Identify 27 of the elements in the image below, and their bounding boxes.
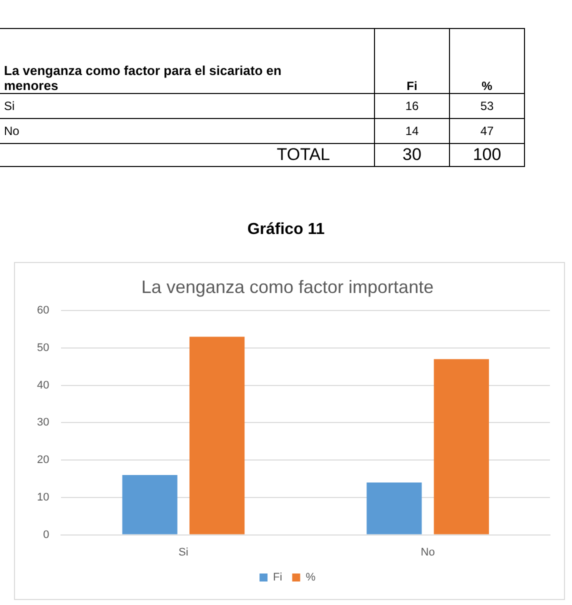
text: 100 [450,144,524,166]
text: % [450,28,524,94]
text: TOTAL [0,144,374,166]
text: Fi [374,28,450,94]
text: 14 [374,118,450,144]
y-tick-label: 40 [36,379,50,392]
text: 30 [374,144,450,166]
text: 47 [450,118,524,144]
text: Gráfico 11 [246,221,326,239]
chart-title: La venganza como factor importante [141,276,434,297]
bar [189,336,245,534]
text: La venganza como factor para el sicariato en menores [0,28,374,94]
y-tick-label: 0 [43,528,50,541]
y-tick-label: 10 [36,491,50,504]
text: 16 [374,94,450,118]
y-tick-label: 60 [36,304,50,317]
legend-label: % [306,572,316,584]
bar [122,475,178,534]
y-tick-label: 50 [36,342,50,354]
text: 53 [450,94,524,118]
legend-label: Fi [273,572,282,584]
bar [366,482,422,534]
y-tick-label: 30 [36,416,50,429]
text: Si [0,94,374,118]
text: No [0,118,374,144]
bar [434,359,489,534]
y-tick-label: 20 [36,454,50,466]
